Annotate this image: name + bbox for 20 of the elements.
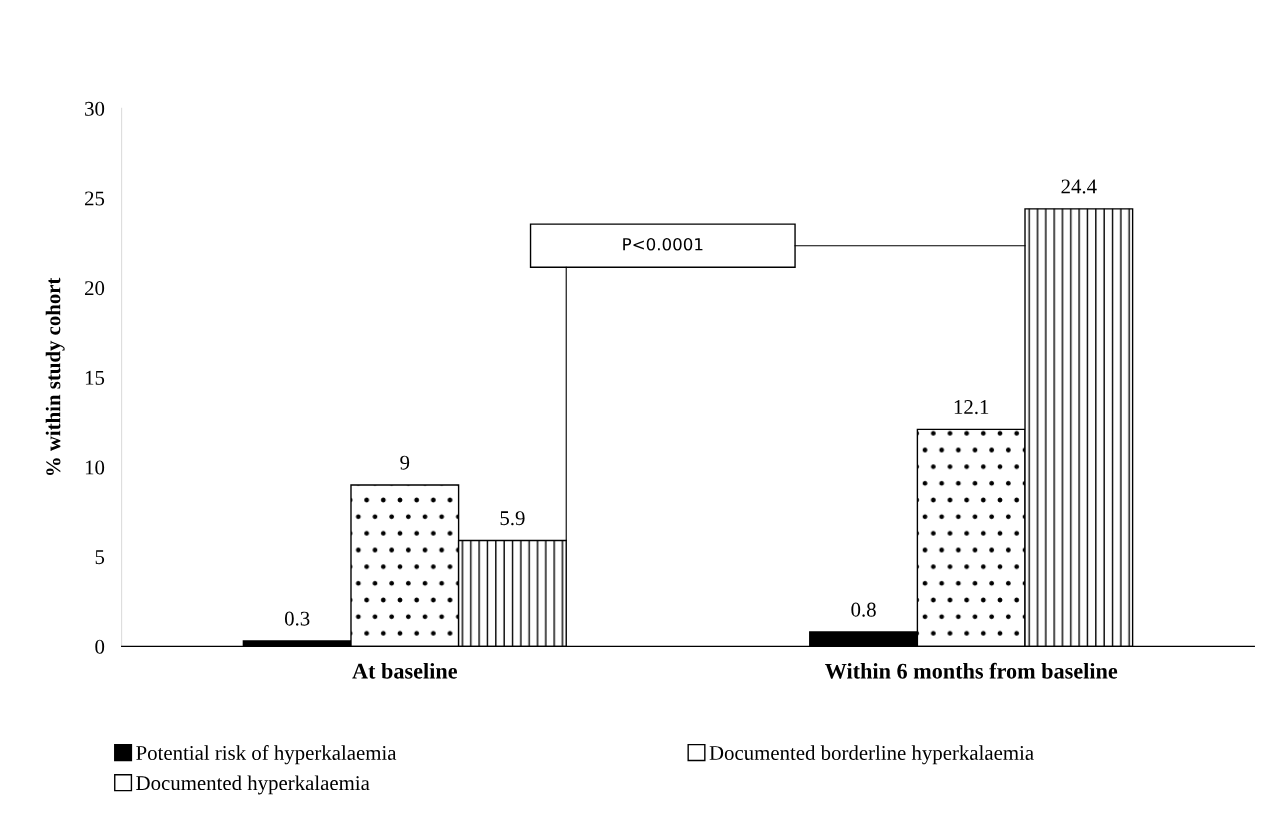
data-label: 0.3 — [284, 611, 310, 626]
y-tick-label: 25 — [85, 191, 105, 206]
annotation: P<0.0001 — [623, 237, 703, 251]
legend-label: Documented hyperkalaemia — [136, 775, 370, 795]
y-tick-label: 0 — [95, 639, 105, 654]
data-label: 0.8 — [851, 602, 876, 617]
x-tick-label: Within 6 months from baseline — [824, 662, 1118, 679]
y-tick-label: 30 — [85, 101, 105, 116]
data-label: 5.9 — [500, 511, 525, 526]
y-tick-label: 10 — [85, 460, 105, 475]
x-tick-label: At baseline — [352, 663, 457, 679]
legend-label: Documented borderline hyperkalaemia — [709, 745, 1034, 765]
legend-label: Potential risk of hyperkalaemia — [136, 745, 397, 765]
y-axis-title: % within study cohort — [45, 277, 65, 476]
data-label: 24.4 — [1061, 179, 1097, 194]
data-label: 12.1 — [954, 400, 989, 415]
data-label: 9 — [400, 455, 410, 470]
y-tick-label: 15 — [85, 370, 105, 385]
y-tick-label: 5 — [95, 550, 105, 565]
y-tick-label: 20 — [85, 281, 105, 296]
